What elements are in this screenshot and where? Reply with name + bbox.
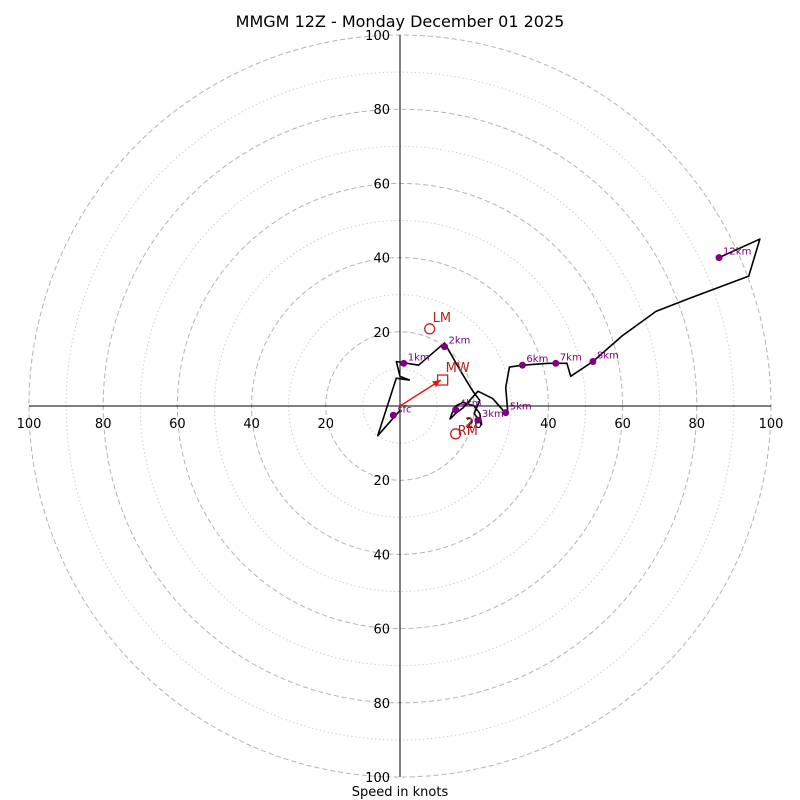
height-label-2km: 2km	[449, 336, 471, 347]
mean-wind-label: MW	[446, 361, 470, 376]
tick-label-right-80: 80	[689, 417, 706, 432]
height-label-5km: 5km	[510, 402, 532, 413]
tick-label-bottom-60: 60	[373, 623, 390, 638]
tick-label-top-80: 80	[373, 103, 390, 118]
tick-label-bottom-40: 40	[373, 548, 390, 563]
storm-motion-markers: LM MW RM	[399, 311, 478, 440]
tick-label-top-60: 60	[373, 177, 390, 192]
tick-label-right-40: 40	[540, 417, 557, 432]
tick-label-bottom-80: 80	[373, 697, 390, 712]
height-label-8km: 8km	[597, 350, 619, 361]
height-point-3km	[474, 416, 482, 424]
tick-label-right-60: 60	[614, 417, 631, 432]
tick-label-top-20: 20	[373, 326, 390, 341]
tick-label-left-80: 80	[95, 417, 112, 432]
right-mover-marker	[449, 428, 462, 440]
height-label-3km: 3km	[482, 409, 504, 420]
height-label-4km: 4km	[460, 399, 482, 410]
tick-label-left-20: 20	[318, 417, 335, 432]
height-label-sfc: sfc	[397, 404, 411, 415]
height-point-2km	[441, 343, 449, 351]
left-mover-label: LM	[433, 311, 451, 326]
hodograph-trace	[376, 238, 761, 437]
tick-label-left-40: 40	[243, 417, 260, 432]
height-label-7km: 7km	[560, 352, 582, 363]
chart-title: MMGM 12Z - Monday December 01 2025	[236, 12, 565, 31]
height-label-1km: 1km	[408, 352, 430, 363]
annotation-label: 2	[465, 416, 473, 431]
height-point-7km	[552, 359, 560, 367]
mean-wind-marker	[437, 374, 449, 386]
tick-label-top-100: 100	[365, 29, 390, 44]
height-point-12km	[715, 254, 723, 262]
x-axis-label: Speed in knots	[352, 785, 449, 800]
tick-label-left-100: 100	[17, 417, 42, 432]
height-point-6km	[518, 361, 526, 369]
height-label-12km: 12km	[723, 247, 751, 258]
height-point-4km	[452, 406, 460, 414]
left-mover-marker	[424, 323, 436, 335]
tick-label-left-60: 60	[169, 417, 186, 432]
hodograph-line	[376, 238, 761, 437]
tick-label-top-40: 40	[373, 252, 390, 267]
tick-label-right-100: 100	[759, 417, 784, 432]
shear-vector	[399, 379, 442, 407]
height-point-5km	[502, 409, 510, 417]
tick-label-bottom-100: 100	[365, 771, 390, 786]
height-label-6km: 6km	[526, 354, 548, 365]
height-point-8km	[589, 357, 597, 365]
tick-labels: 2020202040404040606060608080808010010010…	[17, 29, 784, 786]
height-point-1km	[400, 359, 408, 367]
tick-label-bottom-20: 20	[373, 474, 390, 489]
right-mover-label: RM	[458, 424, 478, 439]
height-point-sfc	[389, 411, 397, 419]
shear-arrowhead	[432, 380, 441, 388]
